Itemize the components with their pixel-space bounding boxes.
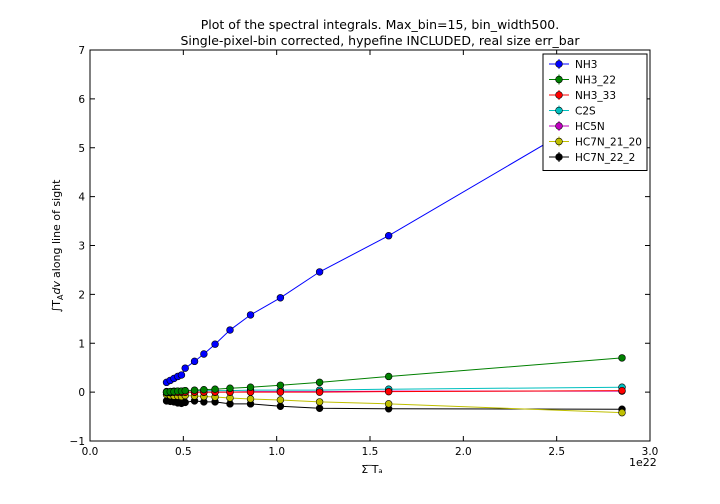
data-point-hc7n-21-20 xyxy=(315,398,324,406)
y-axis-label: ∫TAdv along line of sight xyxy=(50,179,65,313)
data-point-hc7n-22-2 xyxy=(276,402,285,410)
legend-marker-hc5n xyxy=(555,122,563,130)
legend-marker-nh3-33 xyxy=(555,91,563,99)
y-tick-label: 5 xyxy=(78,143,85,155)
data-point-nh3 xyxy=(211,340,219,348)
data-point-nh3-22 xyxy=(618,354,626,362)
data-point-nh3 xyxy=(246,311,255,319)
data-point-nh3-22 xyxy=(315,378,324,387)
data-point-nh3 xyxy=(190,357,199,366)
series-nh3-22 xyxy=(162,354,626,396)
data-point-nh3-22 xyxy=(384,372,393,381)
data-point-nh3-33 xyxy=(384,387,393,396)
y-tick-label: 0 xyxy=(78,387,85,399)
x-tick-label: 1.5 xyxy=(362,446,379,458)
x-tick-label: 0.5 xyxy=(175,446,192,458)
x-tick-label: 2.5 xyxy=(548,446,565,458)
series-nh3 xyxy=(162,95,626,387)
data-point-nh3 xyxy=(384,232,393,240)
chart-title-line-2: Single-pixel-bin corrected, hypefine INC… xyxy=(180,33,580,48)
y-axis-label-integral: ∫T xyxy=(50,300,63,313)
plot-area: 0.0 0.5 1.0 1.5 2.0 2.5 3.0 −1 0 1 2 3 4 5 6 7 xyxy=(70,45,659,458)
legend-label-nh3: NH3 xyxy=(575,59,597,71)
data-point-nh3-22 xyxy=(181,386,189,395)
chart-title-line-1: Plot of the spectral integrals. Max_bin=… xyxy=(201,17,559,32)
y-tick-label: 4 xyxy=(78,192,85,204)
data-point-nh3-22 xyxy=(276,381,285,389)
y-axis-label-dv: dv xyxy=(50,281,63,295)
data-point-nh3-22 xyxy=(246,383,255,391)
data-point-nh3 xyxy=(177,371,186,379)
legend-label-hc7n-22-2: HC7N_22_2 xyxy=(575,152,635,164)
x-axis-label: Σ ̅Tₐ xyxy=(361,463,382,476)
data-point-nh3-22 xyxy=(200,385,208,394)
data-point-hc7n-22-2 xyxy=(181,398,189,407)
y-tick-label: 6 xyxy=(78,94,85,106)
data-point-nh3-33 xyxy=(618,386,626,395)
y-tick-label: 1 xyxy=(78,338,85,350)
legend-label-c2s: C2S xyxy=(575,106,596,118)
y-axis-label-subscript: A xyxy=(56,294,65,300)
legend-label-hc5n: HC5N xyxy=(575,121,605,133)
legend-marker-hc7n-21-20 xyxy=(555,137,563,146)
y-tick-label: −1 xyxy=(70,436,85,448)
legend-marker-c2s xyxy=(555,106,563,115)
data-point-nh3-22 xyxy=(226,384,234,392)
data-point-nh3 xyxy=(200,350,208,358)
legend-marker-nh3-22 xyxy=(555,75,563,84)
x-tick-label: 0.0 xyxy=(82,446,99,458)
legend-label-hc7n-21-20: HC7N_21_20 xyxy=(575,137,642,149)
legend-label-nh3-33: NH3_33 xyxy=(575,90,616,102)
x-tick-label: 1.0 xyxy=(268,446,285,458)
y-tick-label: 7 xyxy=(78,45,85,57)
data-point-nh3-33 xyxy=(315,388,324,396)
data-point-nh3 xyxy=(315,268,324,276)
data-point-nh3 xyxy=(181,364,189,372)
data-point-hc7n-21-20 xyxy=(276,396,285,404)
data-point-nh3-22 xyxy=(190,386,199,394)
data-point-hc7n-21-20 xyxy=(618,408,626,417)
data-point-nh3-22 xyxy=(211,385,219,393)
legend-marker-nh3 xyxy=(555,60,563,68)
data-point-nh3-33 xyxy=(276,388,285,396)
data-point-nh3 xyxy=(226,326,234,334)
legend: NH3 NH3_22 NH3_33 C2S HC5N HC7N_21_20 HC7N_22_… xyxy=(542,53,648,171)
data-point-hc7n-21-20 xyxy=(246,395,255,403)
y-axis-label-text: along line of sight xyxy=(50,179,63,278)
x-axis-offset-label: 1e22 xyxy=(629,456,657,469)
svg-text:∫TAdvalong line of sight: ∫TAdv along line of sight xyxy=(50,179,65,313)
data-point-hc7n-21-20 xyxy=(384,400,393,408)
data-point-hc7n-22-2 xyxy=(315,404,324,412)
legend-label-nh3-22: NH3_22 xyxy=(575,75,616,87)
y-tick-label: 2 xyxy=(78,289,85,301)
x-tick-label: 3.0 xyxy=(642,446,659,458)
y-tick-label: 3 xyxy=(78,241,85,253)
legend-marker-hc7n-22-2 xyxy=(555,153,563,161)
data-point-nh3 xyxy=(276,294,285,302)
x-tick-label: 2.0 xyxy=(455,446,472,458)
